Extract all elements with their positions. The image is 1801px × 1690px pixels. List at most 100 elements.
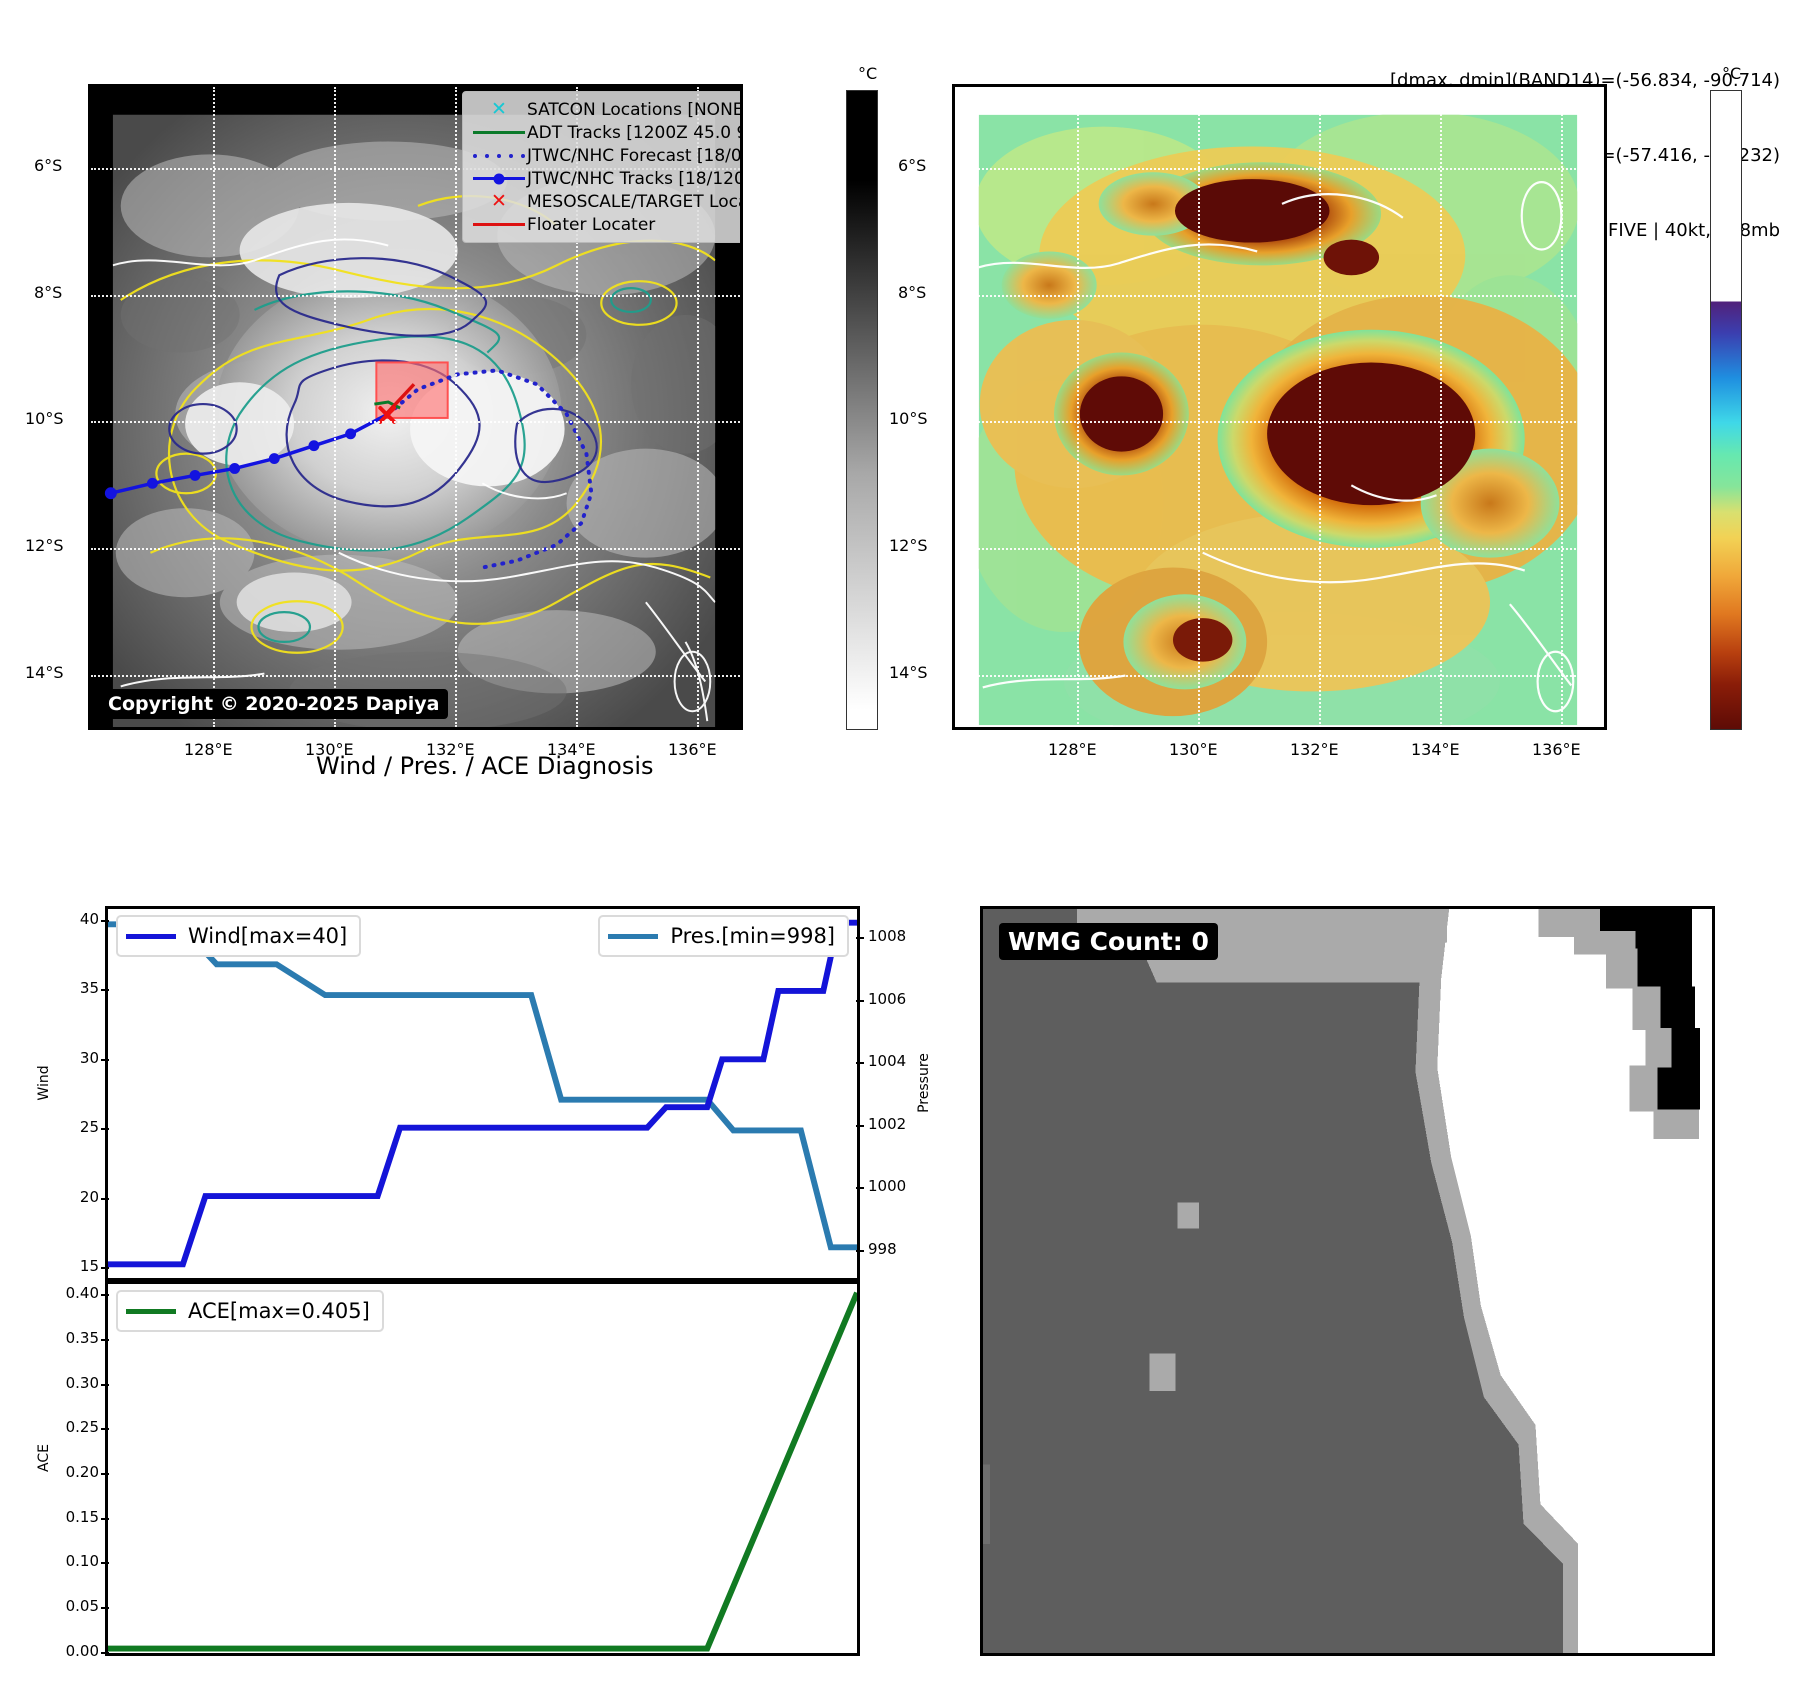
wind-swatch-icon xyxy=(126,933,176,939)
y-tick-mark xyxy=(856,1187,864,1190)
y-tick: 998 xyxy=(868,1239,897,1258)
y-tick: 35 xyxy=(79,979,99,998)
gridline-lat-14s xyxy=(955,675,1604,677)
mesoscale-x-icon: ✕ xyxy=(491,190,507,212)
y-tick-mark xyxy=(101,1383,109,1386)
y-tick: 0.20 xyxy=(65,1462,99,1481)
y-tick: 0.40 xyxy=(65,1284,99,1303)
y-tick: 20 xyxy=(79,1187,99,1206)
y-tick: 1008 xyxy=(868,927,907,946)
y-tick-mark xyxy=(856,1249,864,1252)
colorbar-unit-right: °C xyxy=(1722,64,1742,83)
y-tick: 1006 xyxy=(868,989,907,1008)
awv-map[interactable] xyxy=(952,84,1607,730)
y-tick: 30 xyxy=(79,1048,99,1067)
ace-legend[interactable]: ACE[max=0.405] xyxy=(116,1290,384,1332)
legend-item-adt[interactable]: ADT Tracks [1200Z 45.0 998.6] xyxy=(471,121,740,144)
diagnosis-chart-title: Wind / Pres. / ACE Diagnosis xyxy=(316,752,654,780)
y-tick: 0.10 xyxy=(65,1552,99,1571)
gridline-lat-12s xyxy=(91,548,740,550)
wind-pressure-plot xyxy=(108,919,857,1268)
legend-item-satcon[interactable]: ✕ SATCON Locations [NONE] xyxy=(471,98,743,121)
lat-tick-8s: 8°S xyxy=(34,283,63,302)
ace-legend-label: ACE[max=0.405] xyxy=(188,1299,370,1323)
wind-pressure-chart[interactable]: Wind[max=40] Pres.[min=998] xyxy=(105,906,860,1281)
lat-tick-14s: 14°S xyxy=(25,663,64,682)
gridline-lon-130e xyxy=(1198,87,1200,727)
ace-series xyxy=(108,1291,860,1652)
lat-tick-12s: 12°S xyxy=(889,536,928,555)
y-tick-mark xyxy=(101,1428,109,1431)
ace-chart[interactable]: ACE[max=0.405] xyxy=(105,1281,860,1656)
legend-label: ADT Tracks [1200Z 45.0 998.6] xyxy=(527,122,740,143)
jtwc-track-overlay xyxy=(104,368,594,571)
y-tick: 0.25 xyxy=(65,1418,99,1437)
satcon-x-icon: ✕ xyxy=(491,98,507,120)
y-tick-mark xyxy=(101,1058,109,1061)
gridline-lon-134e xyxy=(576,87,578,727)
legend-item-mesoscale[interactable]: ✕ MESOSCALE/TARGET Location xyxy=(471,190,740,213)
floater-line-icon xyxy=(471,223,527,226)
lon-tick-136e: 136°E xyxy=(668,740,717,759)
legend-item-tracks[interactable]: JTWC/NHC Tracks [18/1200Z] xyxy=(471,167,743,190)
y-tick: 0.30 xyxy=(65,1373,99,1392)
y-tick: 0.35 xyxy=(65,1329,99,1348)
y-tick: 0.00 xyxy=(65,1641,99,1660)
map-legend[interactable]: ✕ SATCON Locations [NONE] ADT Tracks [12… xyxy=(462,91,743,243)
y-tick: 1002 xyxy=(868,1114,907,1133)
gridline-lat-10s xyxy=(91,421,740,423)
gridline-lon-130e xyxy=(334,87,336,727)
y-tick-mark xyxy=(101,1517,109,1520)
gridline-lat-6s xyxy=(91,168,740,170)
gridline-lat-8s xyxy=(955,295,1604,297)
lon-tick-128e: 128°E xyxy=(1048,740,1097,759)
gridline-lat-12s xyxy=(955,548,1604,550)
gridline-lon-136e xyxy=(1561,87,1563,727)
wind-legend-label: Wind[max=40] xyxy=(188,924,348,948)
wmg-panel[interactable]: WMG Count: 0 xyxy=(980,906,1715,1656)
legend-label: JTWC/NHC Tracks [18/1200Z] xyxy=(527,168,743,189)
gridline-lon-128e xyxy=(1077,87,1079,727)
legend-label: SATCON Locations [NONE] xyxy=(527,99,743,120)
y-tick: 15 xyxy=(79,1257,99,1276)
legend-label: Floater Locater xyxy=(527,214,656,235)
band14-imagery xyxy=(91,87,740,727)
wind-legend[interactable]: Wind[max=40] xyxy=(116,915,362,957)
awv-imagery xyxy=(955,87,1604,727)
y-tick: 0.15 xyxy=(65,1507,99,1526)
pressure-axis-label: Pressure xyxy=(916,1053,932,1113)
adt-line-icon xyxy=(471,131,527,134)
gridline-lon-132e xyxy=(455,87,457,727)
pressure-swatch-icon xyxy=(608,933,659,939)
lat-tick-6s: 6°S xyxy=(34,156,63,175)
gridline-lon-132e xyxy=(1319,87,1321,727)
pressure-series xyxy=(108,921,857,1251)
pressure-legend-label: Pres.[min=998] xyxy=(670,924,835,948)
gridline-lon-128e xyxy=(213,87,215,727)
tracks-line-dot-icon xyxy=(471,173,527,184)
lat-tick-12s: 12°S xyxy=(25,536,64,555)
copyright-badge: Copyright © 2020-2025 Dapiya xyxy=(99,689,449,719)
lon-tick-136e: 136°E xyxy=(1532,740,1581,759)
y-tick-mark xyxy=(856,999,864,1002)
legend-item-forecast[interactable]: JTWC/NHC Forecast [18/0600Z] xyxy=(471,144,740,167)
band14-map[interactable]: ✕ SATCON Locations [NONE] ADT Tracks [12… xyxy=(88,84,743,730)
y-tick-mark xyxy=(101,919,109,922)
y-tick: 0.05 xyxy=(65,1596,99,1615)
pressure-legend[interactable]: Pres.[min=998] xyxy=(598,915,849,957)
y-tick-mark xyxy=(101,1294,109,1297)
lat-tick-10s: 10°S xyxy=(25,409,64,428)
y-tick-mark xyxy=(101,1606,109,1609)
lat-tick-10s: 10°S xyxy=(889,409,928,428)
gridline-lat-6s xyxy=(955,168,1604,170)
lon-tick-134e: 134°E xyxy=(547,740,596,759)
lat-tick-14s: 14°S xyxy=(889,663,928,682)
legend-item-floater[interactable]: Floater Locater xyxy=(471,213,740,236)
y-tick: 1004 xyxy=(868,1052,907,1071)
lon-tick-130e: 130°E xyxy=(1169,740,1218,759)
lat-tick-8s: 8°S xyxy=(898,283,927,302)
gridline-lon-136e xyxy=(697,87,699,727)
legend-label: MESOSCALE/TARGET Location xyxy=(527,191,740,212)
lon-tick-128e: 128°E xyxy=(184,740,233,759)
gridline-lon-134e xyxy=(1440,87,1442,727)
